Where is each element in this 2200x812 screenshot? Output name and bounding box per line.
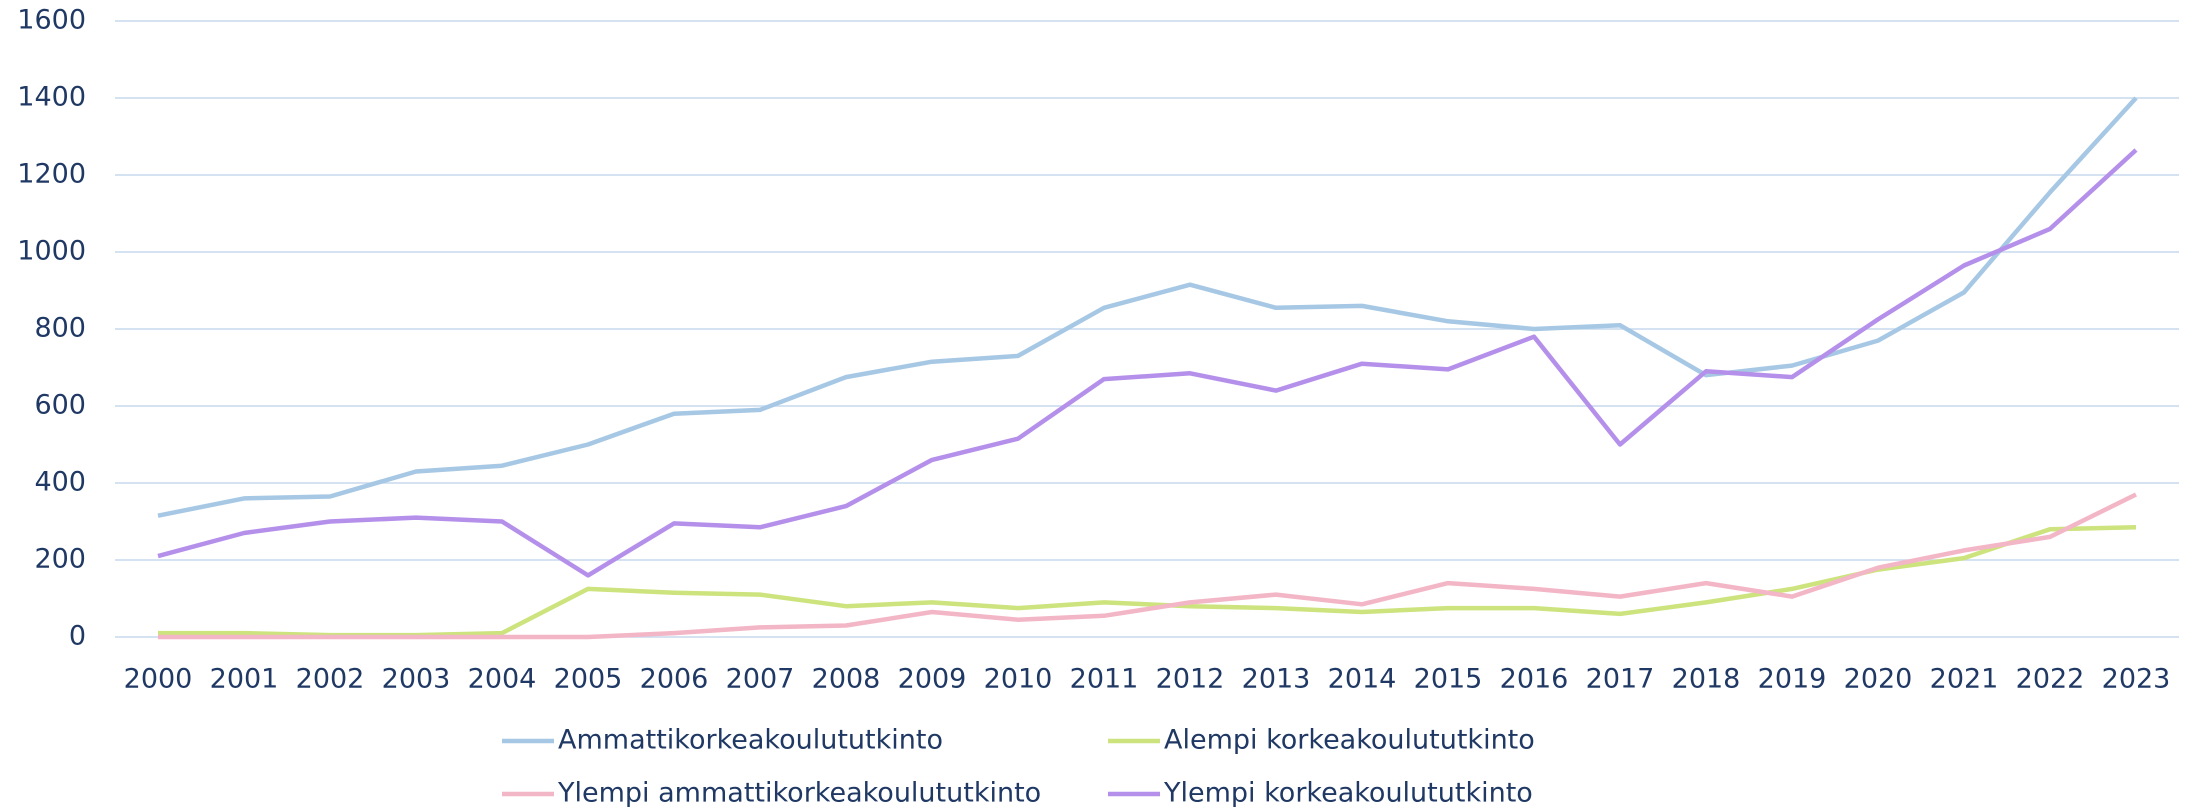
legend-label: Ylempi ammattikorkeakoulututkinto	[557, 778, 1041, 809]
y-tick-label: 400	[34, 467, 86, 498]
x-tick-label: 2005	[554, 664, 623, 695]
x-tick-label: 2008	[812, 664, 881, 695]
x-tick-label: 2019	[1758, 664, 1827, 695]
y-tick-label: 1400	[17, 82, 86, 113]
x-tick-label: 2021	[1930, 664, 1999, 695]
x-tick-label: 2009	[898, 664, 967, 695]
x-tick-label: 2007	[726, 664, 795, 695]
x-tick-label: 2017	[1586, 664, 1655, 695]
data-line	[157, 96, 2138, 518]
y-tick-label: 800	[34, 313, 86, 344]
x-tick-label: 2015	[1414, 664, 1483, 695]
data-line	[158, 525, 2137, 638]
legend-label: Ammattikorkeakoulututkinto	[558, 725, 943, 756]
x-tick-label: 2011	[1070, 664, 1139, 695]
y-tick-label: 1600	[17, 5, 86, 36]
x-tick-label: 2003	[382, 664, 451, 695]
x-tick-label: 2023	[2102, 664, 2171, 695]
legend-label: Alempi korkeakoulututkinto	[1164, 725, 1535, 756]
x-tick-label: 2001	[210, 664, 279, 695]
x-tick-label: 2018	[1672, 664, 1741, 695]
x-tick-label: 2014	[1328, 664, 1397, 695]
x-tick-label: 2016	[1500, 664, 1569, 695]
data-line	[158, 492, 2137, 640]
legend-label: Ylempi korkeakoulututkinto	[1163, 778, 1533, 809]
x-tick-label: 2002	[296, 664, 365, 695]
x-tick-label: 2004	[468, 664, 537, 695]
y-tick-label: 1000	[17, 236, 86, 267]
y-tick-label: 600	[34, 390, 86, 421]
data-line	[157, 148, 2138, 578]
x-tick-label: 2020	[1844, 664, 1913, 695]
x-tick-label: 2006	[640, 664, 709, 695]
x-tick-label: 2022	[2016, 664, 2085, 695]
x-tick-label: 2013	[1242, 664, 1311, 695]
x-tick-label: 2012	[1156, 664, 1225, 695]
x-tick-label: 2000	[124, 664, 193, 695]
y-tick-label: 1200	[17, 159, 86, 190]
y-tick-label: 0	[69, 621, 86, 652]
y-tick-label: 200	[34, 544, 86, 575]
x-tick-label: 2010	[984, 664, 1053, 695]
